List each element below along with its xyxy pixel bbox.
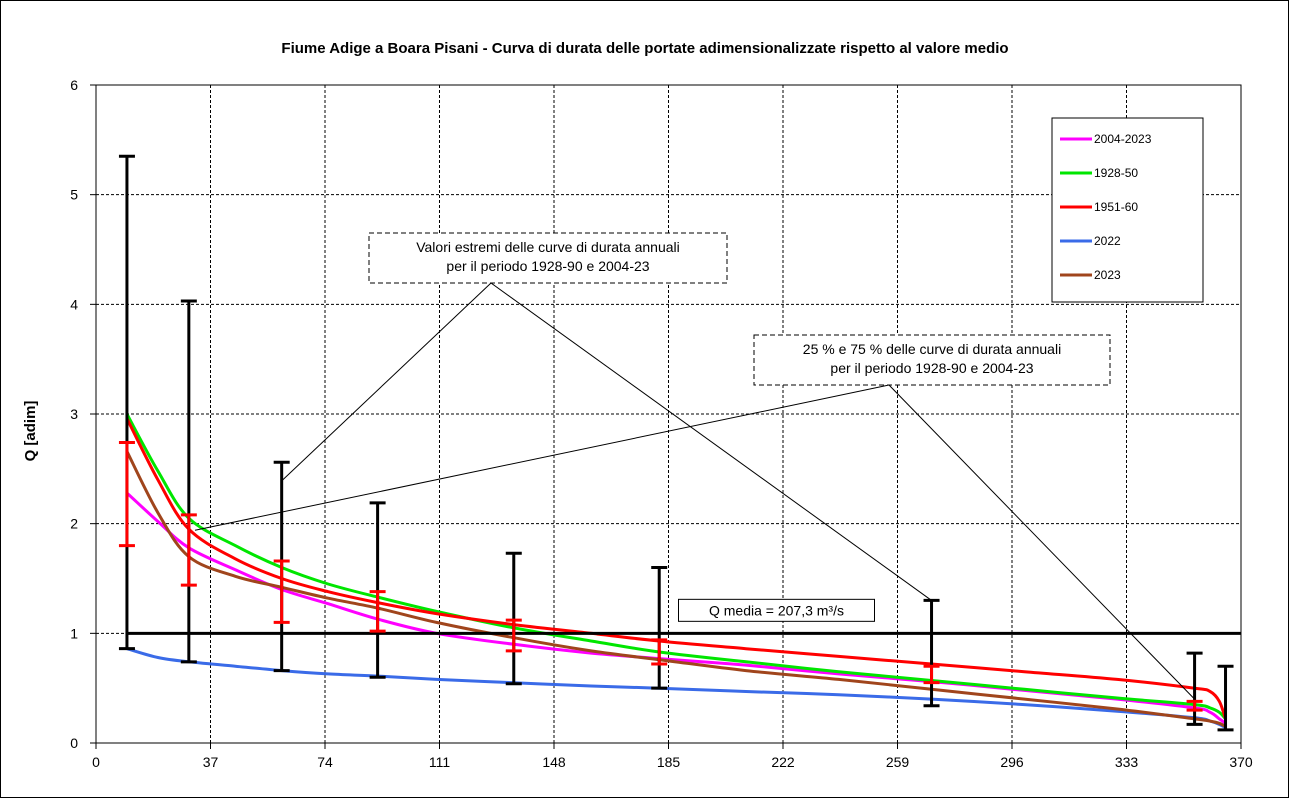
x-tick-label: 0 xyxy=(92,754,100,770)
y-tick-label: 3 xyxy=(70,406,78,422)
mean-label: Q media = 207,3 m³/s xyxy=(709,602,844,618)
x-tick-label: 222 xyxy=(771,754,795,770)
series-lines xyxy=(125,413,1227,729)
y-axis: 0 1 2 3 4 5 6 xyxy=(70,77,96,751)
annotation-box xyxy=(753,334,1111,386)
legend: 2004-2023 1928-50 1951-60 2022 2023 xyxy=(1051,117,1204,303)
whiskers-group xyxy=(118,154,1234,732)
annotation-text: per il periodo 1928-90 e 2004-23 xyxy=(446,258,649,274)
annotation-leader xyxy=(281,282,492,482)
legend-label-2022: 2022 xyxy=(1094,234,1121,248)
annotation-box xyxy=(368,232,728,284)
annotation-leader xyxy=(888,384,1195,700)
annotation-text: 25 % e 75 % delle curve di durata annual… xyxy=(803,341,1061,357)
x-tick-label: 259 xyxy=(886,754,910,770)
x-tick-label: 370 xyxy=(1229,754,1253,770)
legend-label-2004-2023: 2004-2023 xyxy=(1094,132,1152,146)
annotation-text: Valori estremi delle curve di durata ann… xyxy=(416,239,680,255)
chart-title: Fiume Adige a Boara Pisani - Curva di du… xyxy=(281,40,1008,57)
series-line-1928-50 xyxy=(125,413,1227,720)
series-line-2023 xyxy=(125,450,1227,728)
y-tick-label: 2 xyxy=(70,516,78,532)
y-axis-label: Q [adim] xyxy=(22,401,39,462)
y-tick-label: 4 xyxy=(70,296,78,312)
x-tick-label: 185 xyxy=(657,754,681,770)
mean-line-group: Q media = 207,3 m³/s xyxy=(126,598,1241,635)
y-tick-label: 0 xyxy=(70,735,78,751)
y-tick-label: 5 xyxy=(70,187,78,203)
x-tick-label: 74 xyxy=(317,754,333,770)
x-tick-label: 333 xyxy=(1115,754,1139,770)
x-tick-label: 296 xyxy=(1000,754,1024,770)
annotations-group: Valori estremi delle curve di durata ann… xyxy=(194,232,1195,700)
legend-label-1928-50: 1928-50 xyxy=(1094,166,1138,180)
x-tick-label: 148 xyxy=(542,754,566,770)
y-tick-label: 6 xyxy=(70,77,78,93)
mean-label-box xyxy=(678,598,875,622)
x-axis: 0 37 74 111 148 185 222 259 296 333 370 xyxy=(92,743,1253,770)
x-tick-label: 111 xyxy=(429,754,450,770)
annotation-text: per il periodo 1928-90 e 2004-23 xyxy=(830,360,1033,376)
y-tick-label: 1 xyxy=(70,625,78,641)
annotation-leader xyxy=(490,282,932,601)
series-line-1951-60 xyxy=(125,417,1227,720)
legend-box xyxy=(1051,117,1204,303)
legend-label-2023: 2023 xyxy=(1094,268,1121,282)
annotation-leader xyxy=(194,384,890,531)
legend-label-1951-60: 1951-60 xyxy=(1094,200,1138,214)
x-tick-label: 37 xyxy=(203,754,219,770)
